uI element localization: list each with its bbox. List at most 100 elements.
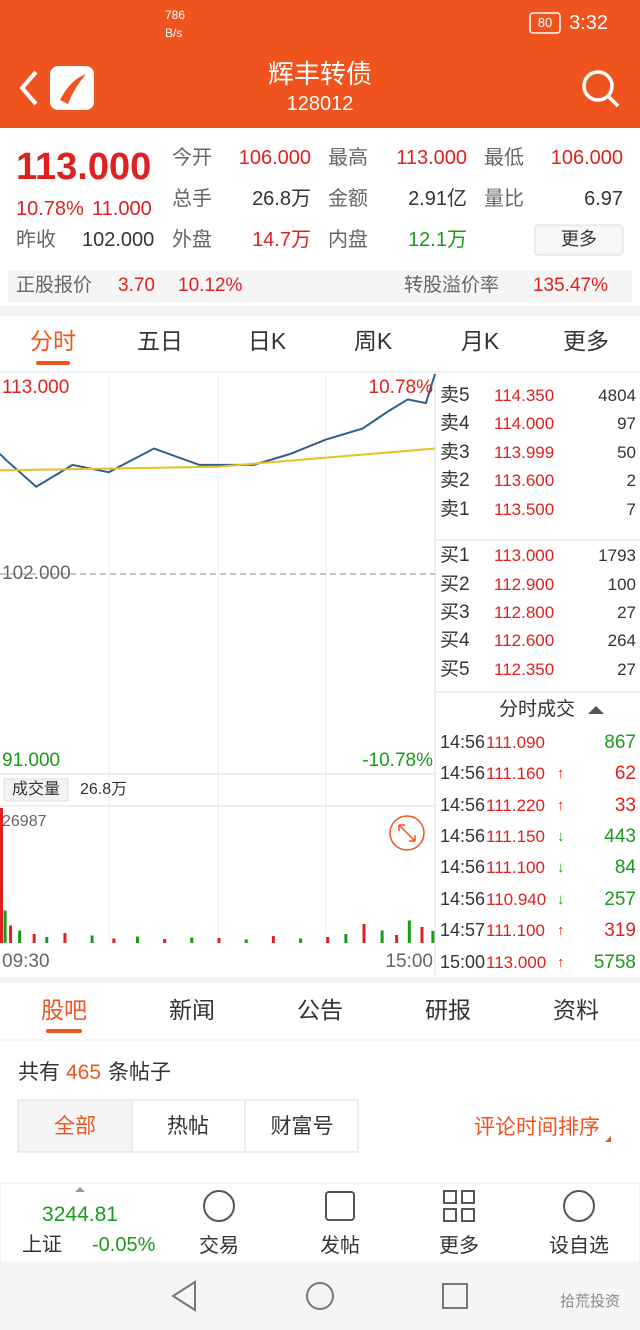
trade-volume: 5758 xyxy=(593,951,636,973)
posts-count: 465 xyxy=(66,1061,102,1085)
trade-dir: ↑ xyxy=(557,797,565,814)
field-label: 总手 xyxy=(172,188,212,210)
chart-tab[interactable]: 周K xyxy=(353,328,393,355)
book-volume: 7 xyxy=(626,499,636,519)
trade-volume: 319 xyxy=(604,919,636,941)
stock-row-bg xyxy=(8,270,632,302)
section-tab[interactable]: 新闻 xyxy=(169,997,215,1024)
trade-time: 14:56 xyxy=(440,889,486,910)
volume-total: 26.8万 xyxy=(80,781,128,799)
volume-bar xyxy=(112,938,116,943)
volume-bar xyxy=(431,930,435,943)
book-volume: 27 xyxy=(617,659,636,679)
x-tick-label: 15:00 xyxy=(385,950,433,972)
more-icon[interactable] xyxy=(443,1190,457,1204)
prev-close: 102.000 xyxy=(82,229,155,251)
change-pct: 10.78% xyxy=(16,198,84,220)
price-line xyxy=(0,373,436,488)
book-volume: 1793 xyxy=(598,545,636,565)
posts-suffix: 条帖子 xyxy=(108,1061,171,1085)
trade-dir: ↑ xyxy=(557,954,565,971)
section-tab[interactable]: 公告 xyxy=(297,997,343,1024)
trade-price: 113.000 xyxy=(486,952,547,972)
volume-bar xyxy=(299,938,303,943)
nav-home[interactable] xyxy=(306,1282,334,1310)
volume-bar xyxy=(380,930,384,943)
chart-tab[interactable]: 月K xyxy=(460,328,500,355)
net-speed: 786 xyxy=(165,7,186,22)
watch-icon[interactable] xyxy=(563,1190,595,1222)
field-value: 6.97 xyxy=(584,188,623,210)
header-bg xyxy=(0,0,640,128)
volume-bar xyxy=(18,930,22,943)
trade-price: 111.160 xyxy=(486,763,545,783)
book-volume: 100 xyxy=(607,574,636,594)
nav-back[interactable] xyxy=(171,1280,196,1312)
section-tab[interactable]: 资料 xyxy=(553,997,599,1024)
trade-icon[interactable] xyxy=(203,1190,235,1222)
back-icon[interactable] xyxy=(19,70,38,106)
trades-title: 分时成交 xyxy=(498,698,575,720)
chart-tab[interactable]: 分时 xyxy=(30,328,76,355)
volume-bar xyxy=(32,933,36,943)
book-label: 买3 xyxy=(440,601,470,623)
nav-recent[interactable] xyxy=(442,1283,468,1309)
caret xyxy=(75,1187,85,1192)
volume-bar xyxy=(362,923,366,943)
clock: 3:32 xyxy=(569,12,608,34)
pct-label: -10.78% xyxy=(362,749,433,771)
book-price: 114.000 xyxy=(494,413,555,433)
chart-tab[interactable]: 五日 xyxy=(137,328,183,355)
section-tab[interactable]: 股吧 xyxy=(41,997,87,1024)
volume-bar xyxy=(271,935,275,943)
trade-dir: ↑ xyxy=(557,922,565,939)
book-volume: 2 xyxy=(626,470,636,490)
field-value: 26.8万 xyxy=(252,188,311,210)
filter-option[interactable]: 全部 xyxy=(54,1115,96,1139)
footer-item[interactable]: 更多 xyxy=(439,1235,479,1257)
filter-option[interactable]: 财富号 xyxy=(270,1115,334,1139)
price-line xyxy=(0,447,436,472)
volume-bar xyxy=(9,925,13,943)
filter-active[interactable] xyxy=(17,1099,133,1153)
trade-volume: 62 xyxy=(614,762,636,784)
trade-volume: 257 xyxy=(604,888,636,910)
sort-option[interactable]: 评论时间排序 xyxy=(474,1116,600,1140)
book-volume: 27 xyxy=(617,602,636,622)
search-icon[interactable] xyxy=(582,70,614,102)
field-label: 今开 xyxy=(172,147,212,169)
field-label: 最高 xyxy=(328,147,368,169)
index-value: 3244.81 xyxy=(42,1203,118,1227)
footer-item[interactable]: 设自选 xyxy=(549,1235,609,1257)
chart-tab[interactable]: 日K xyxy=(247,328,287,355)
post-icon[interactable] xyxy=(325,1191,355,1221)
divider xyxy=(0,306,640,316)
more-button[interactable] xyxy=(534,224,624,256)
posts-prefix: 共有 xyxy=(18,1061,60,1085)
trade-price: 111.150 xyxy=(486,826,545,846)
expand-icon[interactable] xyxy=(389,815,425,851)
book-price: 113.000 xyxy=(494,545,555,565)
book-price: 112.350 xyxy=(494,659,555,679)
book-label: 买5 xyxy=(440,658,470,680)
trade-time: 15:00 xyxy=(440,952,486,973)
footer-item[interactable]: 发帖 xyxy=(320,1235,360,1257)
trade-price: 111.220 xyxy=(486,795,545,815)
trade-volume: 443 xyxy=(604,825,636,847)
footer-item[interactable]: 交易 xyxy=(199,1235,239,1257)
stock-label: 正股报价 xyxy=(16,274,93,296)
trade-volume: 33 xyxy=(614,794,636,816)
trade-time: 14:56 xyxy=(440,795,486,816)
filter-option[interactable]: 热帖 xyxy=(167,1115,209,1139)
volume-label: 成交量 xyxy=(12,781,61,799)
more-button-label[interactable]: 更多 xyxy=(561,229,597,250)
section-tab[interactable]: 研报 xyxy=(425,997,471,1024)
book-label: 买1 xyxy=(440,544,470,566)
volume-bar xyxy=(407,920,411,943)
chart-tab[interactable]: 更多 xyxy=(563,328,609,355)
trade-time: 14:56 xyxy=(440,732,486,753)
field-label: 外盘 xyxy=(172,229,212,251)
caret xyxy=(588,706,604,714)
